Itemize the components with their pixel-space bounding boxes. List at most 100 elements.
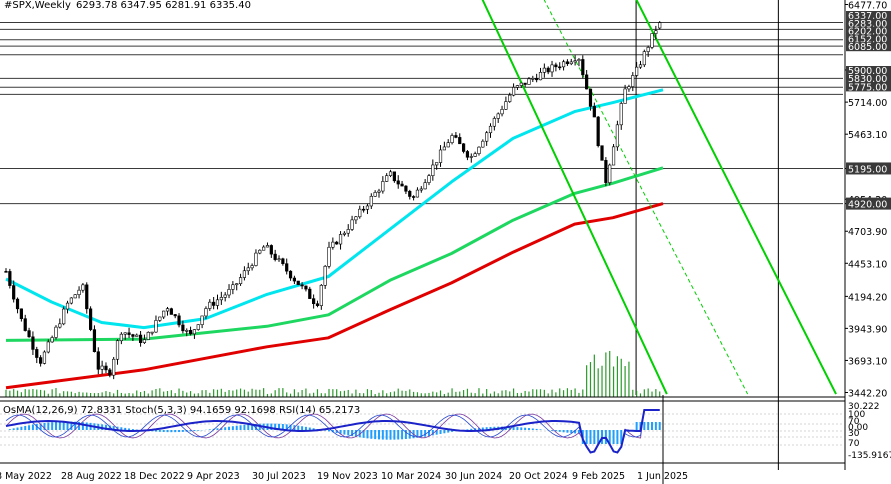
- candle-body: [527, 78, 531, 85]
- candle-34: [135, 333, 139, 337]
- candle-141: [546, 66, 550, 75]
- candle-body: [254, 252, 258, 266]
- candle-body: [561, 61, 566, 68]
- candle-body: [42, 351, 47, 364]
- candle-body: [277, 258, 281, 261]
- candle-102: [396, 175, 400, 189]
- candle-body: [169, 308, 173, 315]
- candle-49: [192, 329, 197, 339]
- level-tag-bg-0: [846, 11, 891, 20]
- candle-body: [646, 47, 650, 52]
- candle-108: [419, 186, 423, 193]
- candle-3: [15, 297, 20, 314]
- candle-24: [96, 347, 100, 375]
- candle-91: [354, 216, 358, 224]
- candle-body: [458, 137, 462, 145]
- candle-14: [58, 318, 62, 329]
- candle-body: [4, 271, 8, 273]
- level-tag-label-2: 6202.00: [848, 27, 887, 38]
- candle-98: [381, 176, 385, 194]
- candle-143: [554, 62, 558, 72]
- candle-119: [461, 143, 466, 154]
- candle-104: [404, 185, 408, 195]
- candle-32: [127, 327, 131, 338]
- time-label-2: 18 Dec 2022: [124, 471, 185, 482]
- level-tag-bg-3: [846, 34, 891, 44]
- candle-66: [258, 249, 262, 255]
- candle-39: [154, 315, 158, 333]
- candle-26: [104, 362, 108, 374]
- candle-115: [446, 139, 450, 148]
- candle-150: [581, 55, 585, 79]
- candle-136: [527, 77, 531, 85]
- candle-body: [92, 329, 97, 353]
- trend-channels[interactable]: [481, 0, 837, 395]
- candle-body: [204, 308, 208, 317]
- candle-body: [469, 156, 473, 158]
- candle-8: [35, 346, 39, 364]
- candle-body: [223, 294, 227, 298]
- time-label-3: 9 Apr 2023: [187, 471, 240, 482]
- candle-139: [538, 67, 543, 81]
- candle-18: [73, 294, 77, 299]
- candle-body: [50, 337, 54, 343]
- candle-63: [246, 262, 250, 275]
- candle-135: [523, 82, 527, 88]
- moving-averages: [5, 88, 664, 390]
- candle-body: [535, 78, 539, 81]
- time-label-7: 30 Jun 2024: [445, 471, 502, 482]
- candle-10: [42, 350, 47, 365]
- price-tick-label-12: 3442.20: [848, 389, 887, 400]
- candle-80: [312, 294, 316, 309]
- price-tag-bg-6: [846, 197, 891, 210]
- candle-83: [323, 264, 327, 289]
- candle-body: [650, 33, 654, 48]
- candle-body: [146, 332, 150, 340]
- candle-48: [188, 326, 193, 336]
- candle-60: [235, 283, 239, 291]
- level-tag-bg-5: [846, 66, 891, 75]
- candles: [4, 21, 662, 380]
- candle-body: [54, 326, 58, 338]
- time-label-6: 10 Mar 2024: [381, 471, 441, 482]
- candle-body: [150, 331, 154, 334]
- candle-body: [323, 265, 327, 286]
- candle-168: [650, 33, 654, 50]
- candle-body: [461, 143, 466, 152]
- candle-160: [619, 101, 623, 130]
- candle-body: [65, 302, 70, 310]
- candle-45: [177, 313, 181, 328]
- candle-body: [273, 253, 277, 260]
- candle-2: [12, 280, 16, 303]
- candle-body: [242, 270, 247, 278]
- candle-body: [31, 336, 35, 350]
- candle-body: [627, 86, 631, 90]
- price-tick-label-0: 6477.70: [848, 1, 887, 12]
- candle-body: [550, 64, 554, 73]
- ind-axis-label-3: 0.00: [848, 423, 868, 433]
- candle-44: [173, 313, 177, 319]
- candle-body: [619, 103, 623, 126]
- candle-body: [511, 87, 516, 96]
- candle-79: [308, 286, 312, 299]
- candle-121: [469, 153, 473, 163]
- candle-body: [27, 330, 31, 338]
- candle-51: [200, 315, 204, 329]
- candle-13: [54, 325, 58, 340]
- candle-body: [623, 88, 627, 104]
- price-tick-label-10: 3943.90: [848, 324, 887, 335]
- candle-43: [169, 307, 173, 315]
- candle-body: [438, 149, 443, 163]
- candle-31: [123, 332, 127, 340]
- candle-11: [46, 339, 50, 354]
- price-tick-label-8: 4453.10: [848, 259, 887, 270]
- candle-body: [573, 60, 577, 63]
- candle-56: [219, 291, 223, 305]
- candle-body: [81, 284, 85, 291]
- candle-99: [385, 173, 389, 182]
- candle-body: [631, 75, 635, 87]
- candle-body: [231, 284, 235, 290]
